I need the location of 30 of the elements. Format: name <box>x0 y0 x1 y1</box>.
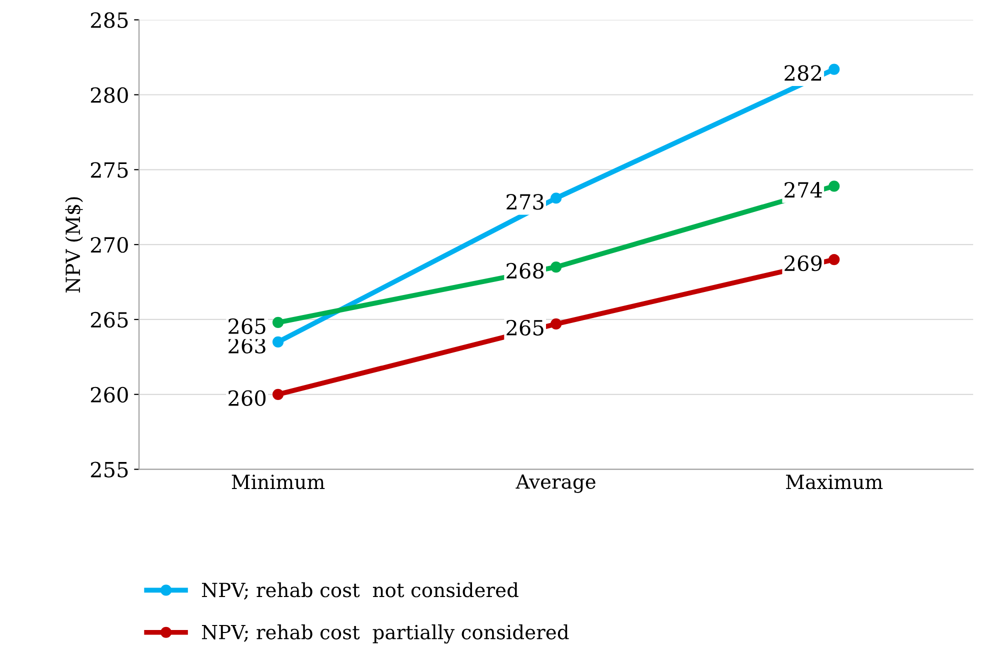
point <box>550 318 562 330</box>
y-axis-title: NPV (M$) <box>65 197 83 293</box>
y-tick-label: 260 <box>90 386 128 403</box>
point <box>272 316 284 328</box>
data-label: 269 <box>784 255 822 272</box>
point <box>828 180 840 192</box>
y-tick-label: 275 <box>90 162 128 178</box>
y-tick-label: 280 <box>90 87 128 103</box>
data-label: 265 <box>506 320 544 336</box>
point <box>550 192 562 204</box>
data-label: 268 <box>506 262 544 279</box>
x-tick-label: Minimum <box>232 474 325 490</box>
legend-label: NPV; rehab cost not considered <box>202 582 518 600</box>
point <box>828 64 840 75</box>
x-tick-label: Maximum <box>786 474 883 490</box>
point <box>272 336 284 348</box>
point <box>550 261 562 273</box>
x-tick-label: Average <box>516 474 596 493</box>
y-tick-label: 265 <box>90 312 128 328</box>
data-label: 265 <box>228 318 266 334</box>
point <box>272 388 284 400</box>
data-label: 274 <box>784 182 822 198</box>
data-label: 282 <box>784 65 821 81</box>
y-tick-label: 285 <box>90 12 128 28</box>
point <box>828 254 840 266</box>
data-label: 260 <box>228 390 266 406</box>
legend-label: NPV; rehab cost partially considered <box>202 624 569 644</box>
y-tick-label: 270 <box>90 237 128 253</box>
y-tick-label: 255 <box>90 462 128 478</box>
data-label: 273 <box>506 194 544 210</box>
